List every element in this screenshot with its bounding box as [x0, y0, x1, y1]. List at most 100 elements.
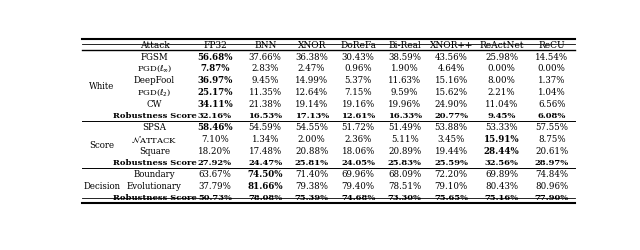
- Text: Attack: Attack: [140, 41, 170, 50]
- Text: 6.08%: 6.08%: [538, 112, 566, 120]
- Text: 18.20%: 18.20%: [198, 146, 232, 155]
- Text: 78.08%: 78.08%: [248, 194, 282, 202]
- Text: DoReFa: DoReFa: [340, 41, 376, 50]
- Text: 20.61%: 20.61%: [535, 146, 568, 155]
- Text: 6.56%: 6.56%: [538, 99, 566, 108]
- Text: 2.36%: 2.36%: [344, 134, 372, 143]
- Text: 75.65%: 75.65%: [434, 194, 468, 202]
- Text: 72.20%: 72.20%: [435, 170, 468, 178]
- Text: XNOR: XNOR: [298, 41, 326, 50]
- Text: 54.55%: 54.55%: [295, 123, 328, 132]
- Text: 68.09%: 68.09%: [388, 170, 421, 178]
- Text: 1.90%: 1.90%: [391, 64, 419, 73]
- Text: 19.14%: 19.14%: [295, 99, 328, 108]
- Text: ReActNet: ReActNet: [479, 41, 524, 50]
- Text: 75.39%: 75.39%: [294, 194, 329, 202]
- Text: Evolutionary: Evolutionary: [127, 181, 182, 190]
- Text: 9.59%: 9.59%: [391, 88, 419, 96]
- Text: 9.45%: 9.45%: [487, 112, 516, 120]
- Text: 28.97%: 28.97%: [534, 158, 569, 166]
- Text: 12.61%: 12.61%: [341, 112, 375, 120]
- Text: 4.64%: 4.64%: [438, 64, 465, 73]
- Text: 63.67%: 63.67%: [198, 170, 231, 178]
- Text: 24.47%: 24.47%: [248, 158, 282, 166]
- Text: Square: Square: [139, 146, 170, 155]
- Text: SPSA: SPSA: [143, 123, 166, 132]
- Text: FGSM: FGSM: [141, 52, 168, 61]
- Text: 79.10%: 79.10%: [435, 181, 468, 190]
- Text: 27.92%: 27.92%: [198, 158, 232, 166]
- Text: 11.04%: 11.04%: [485, 99, 518, 108]
- Text: 56.68%: 56.68%: [197, 52, 233, 61]
- Text: 32.56%: 32.56%: [484, 158, 518, 166]
- Text: 1.34%: 1.34%: [252, 134, 279, 143]
- Text: 69.96%: 69.96%: [342, 170, 374, 178]
- Text: 37.66%: 37.66%: [249, 52, 282, 61]
- Text: 21.38%: 21.38%: [248, 99, 282, 108]
- Text: 20.89%: 20.89%: [388, 146, 421, 155]
- Text: 5.37%: 5.37%: [344, 76, 372, 85]
- Text: 9.45%: 9.45%: [252, 76, 279, 85]
- Text: 7.87%: 7.87%: [200, 64, 230, 73]
- Text: 15.16%: 15.16%: [435, 76, 468, 85]
- Text: BNN: BNN: [254, 41, 276, 50]
- Text: 25.81%: 25.81%: [294, 158, 329, 166]
- Text: 2.00%: 2.00%: [298, 134, 326, 143]
- Text: 78.51%: 78.51%: [388, 181, 421, 190]
- Text: 25.98%: 25.98%: [485, 52, 518, 61]
- Text: 11.63%: 11.63%: [388, 76, 421, 85]
- Text: 77.90%: 77.90%: [534, 194, 569, 202]
- Text: 7.15%: 7.15%: [344, 88, 372, 96]
- Text: 53.88%: 53.88%: [435, 123, 468, 132]
- Text: 69.89%: 69.89%: [485, 170, 518, 178]
- Text: 37.79%: 37.79%: [198, 181, 231, 190]
- Text: 58.46%: 58.46%: [197, 123, 233, 132]
- Text: 28.44%: 28.44%: [484, 146, 520, 155]
- Text: Decision: Decision: [83, 181, 120, 190]
- Text: 2.47%: 2.47%: [298, 64, 325, 73]
- Text: 16.33%: 16.33%: [388, 112, 422, 120]
- Text: 19.44%: 19.44%: [435, 146, 468, 155]
- Text: 8.00%: 8.00%: [488, 76, 515, 85]
- Text: Boundary: Boundary: [134, 170, 175, 178]
- Text: White: White: [89, 82, 115, 90]
- Text: Score: Score: [89, 140, 115, 149]
- Text: 80.96%: 80.96%: [535, 181, 568, 190]
- Text: 36.97%: 36.97%: [197, 76, 232, 85]
- Text: 16.53%: 16.53%: [248, 112, 282, 120]
- Text: 20.88%: 20.88%: [295, 146, 328, 155]
- Text: 57.55%: 57.55%: [535, 123, 568, 132]
- Text: 1.37%: 1.37%: [538, 76, 566, 85]
- Text: CW: CW: [147, 99, 162, 108]
- Text: 17.48%: 17.48%: [248, 146, 282, 155]
- Text: 20.77%: 20.77%: [434, 112, 468, 120]
- Text: 38.59%: 38.59%: [388, 52, 421, 61]
- Text: 32.16%: 32.16%: [198, 112, 232, 120]
- Text: 0.00%: 0.00%: [488, 64, 515, 73]
- Text: 24.05%: 24.05%: [341, 158, 375, 166]
- Text: 15.62%: 15.62%: [435, 88, 468, 96]
- Text: 74.68%: 74.68%: [341, 194, 376, 202]
- Text: 12.64%: 12.64%: [295, 88, 328, 96]
- Text: 5.11%: 5.11%: [391, 134, 419, 143]
- Text: 53.33%: 53.33%: [485, 123, 518, 132]
- Text: 51.72%: 51.72%: [342, 123, 375, 132]
- Text: 36.38%: 36.38%: [295, 52, 328, 61]
- Text: ReCU: ReCU: [538, 41, 565, 50]
- Text: 79.38%: 79.38%: [295, 181, 328, 190]
- Text: 74.84%: 74.84%: [535, 170, 568, 178]
- Text: 14.99%: 14.99%: [295, 76, 328, 85]
- Text: 2.21%: 2.21%: [488, 88, 515, 96]
- Text: PGD($\ell_2$): PGD($\ell_2$): [137, 86, 172, 98]
- Text: 17.13%: 17.13%: [294, 112, 329, 120]
- Text: 25.83%: 25.83%: [388, 158, 422, 166]
- Text: 15.91%: 15.91%: [484, 134, 519, 143]
- Text: 25.59%: 25.59%: [435, 158, 468, 166]
- Text: 43.56%: 43.56%: [435, 52, 468, 61]
- Text: 80.43%: 80.43%: [485, 181, 518, 190]
- Text: 0.96%: 0.96%: [344, 64, 372, 73]
- Text: 18.06%: 18.06%: [342, 146, 375, 155]
- Text: 2.83%: 2.83%: [252, 64, 279, 73]
- Text: 50.73%: 50.73%: [198, 194, 232, 202]
- Text: 81.66%: 81.66%: [247, 181, 283, 190]
